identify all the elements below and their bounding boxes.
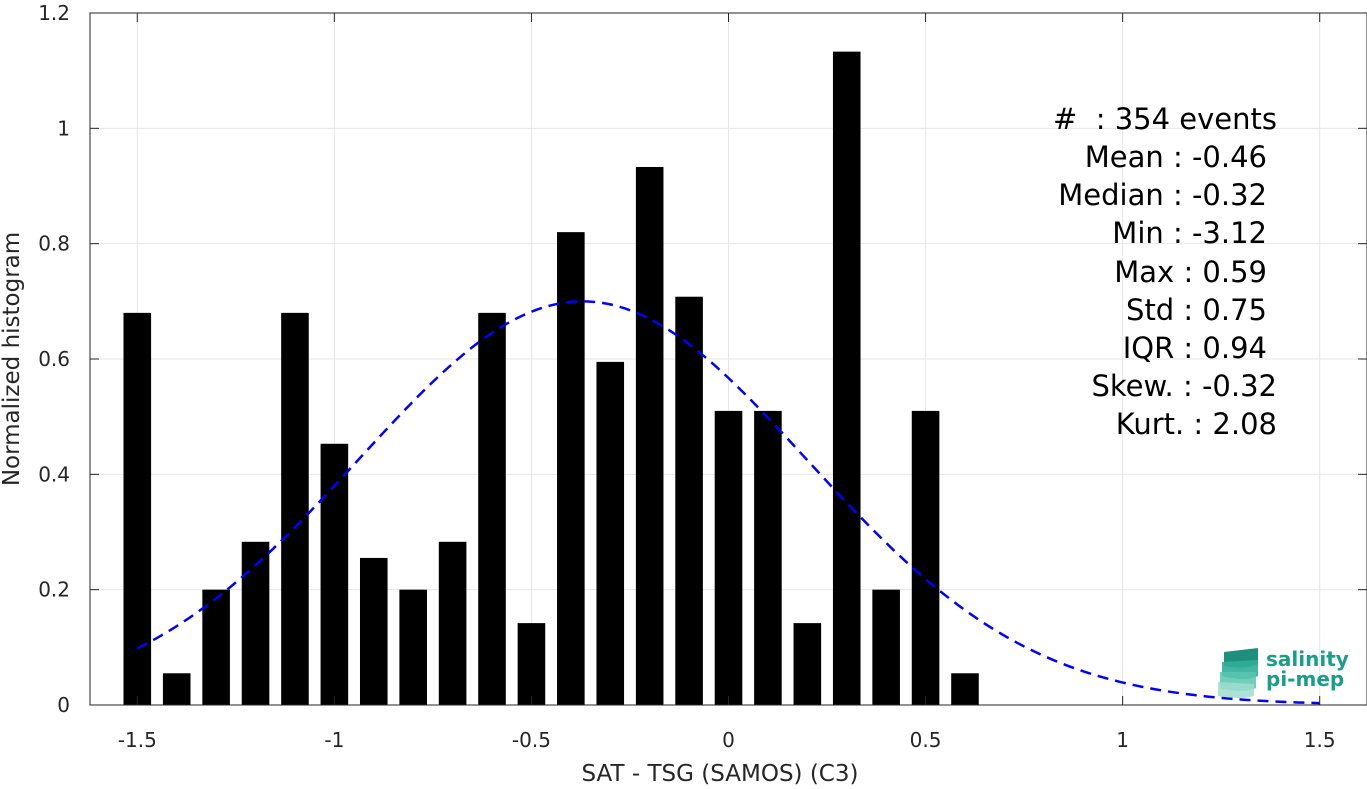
- histogram-bar: [675, 296, 703, 705]
- stats-iqr: IQR : 0.94: [1123, 331, 1267, 365]
- stats-mean: Mean : -0.46: [1085, 140, 1267, 174]
- histogram-bar: [872, 589, 900, 705]
- histogram-bar: [832, 51, 861, 706]
- histogram-bar: [162, 673, 191, 705]
- stats-skew: Skew. : -0.32: [1091, 369, 1277, 403]
- x-tick-label: 1.5: [1304, 728, 1336, 752]
- histogram-bar: [478, 312, 506, 705]
- y-tick-label: 0.6: [38, 347, 70, 371]
- histogram-bar: [202, 589, 230, 705]
- y-tick-label: 0.8: [38, 232, 70, 256]
- stats-min: Min : -3.12: [1112, 216, 1267, 250]
- x-tick-label: -1: [324, 728, 344, 752]
- stats-count: # : 354 events: [1053, 102, 1277, 136]
- x-tick-label: 0.5: [910, 728, 942, 752]
- histogram-bar: [635, 166, 664, 706]
- x-tick-label: 1: [1116, 728, 1129, 752]
- y-tick-label: 0.4: [38, 462, 70, 486]
- histogram-bar: [399, 589, 427, 705]
- histogram-bar: [793, 623, 822, 705]
- normal-fit-curve: [136, 300, 1320, 705]
- stats-median: Median : -0.32: [1058, 178, 1267, 212]
- y-tick-label: 0: [57, 693, 70, 717]
- salinity-pimep-logo: salinity pi-mep: [1218, 647, 1349, 698]
- histogram-bar: [438, 541, 467, 705]
- histogram-bar: [557, 232, 585, 705]
- stats-std: Std : 0.75: [1126, 293, 1267, 327]
- histogram-bar: [359, 557, 388, 705]
- y-axis-label: Normalized histogram: [0, 232, 25, 486]
- histogram-bar: [241, 541, 270, 705]
- histogram-bar: [517, 623, 546, 705]
- histogram-bar: [951, 673, 979, 705]
- histogram-bar: [281, 312, 309, 705]
- y-tick-label: 1: [57, 116, 70, 140]
- histogram-bar: [714, 410, 743, 705]
- stats-kurt: Kurt. : 2.08: [1116, 407, 1277, 441]
- logo-text-salinity: salinity: [1266, 647, 1349, 671]
- logo-text-pimep: pi-mep: [1266, 667, 1344, 691]
- y-tick-label: 1.2: [38, 1, 70, 25]
- histogram-bar: [754, 410, 782, 705]
- wave-stack-icon: [1218, 648, 1258, 698]
- axis-ticks: [90, 12, 1367, 706]
- x-tick-label: 0: [722, 728, 735, 752]
- histogram-bar: [123, 312, 152, 705]
- stats-max: Max : 0.59: [1114, 255, 1267, 289]
- stats-annotation: # : 354 events Mean : -0.46 Median : -0.…: [1053, 102, 1277, 441]
- histogram-bar: [596, 361, 625, 705]
- y-tick-label: 0.2: [38, 578, 70, 602]
- tick-labels: -1.5 -1 -0.5 0 0.5 1 1.5 0 0.2 0.4 0.6 0.8 1 1.2: [38, 1, 1335, 752]
- x-tick-label: -1.5: [118, 728, 157, 752]
- bars: [123, 51, 979, 706]
- histogram-bar: [911, 410, 940, 705]
- x-axis-label: SAT - TSG (SAMOS) (C3): [582, 761, 859, 785]
- histogram-bar: [320, 443, 349, 705]
- x-tick-label: -0.5: [512, 728, 551, 752]
